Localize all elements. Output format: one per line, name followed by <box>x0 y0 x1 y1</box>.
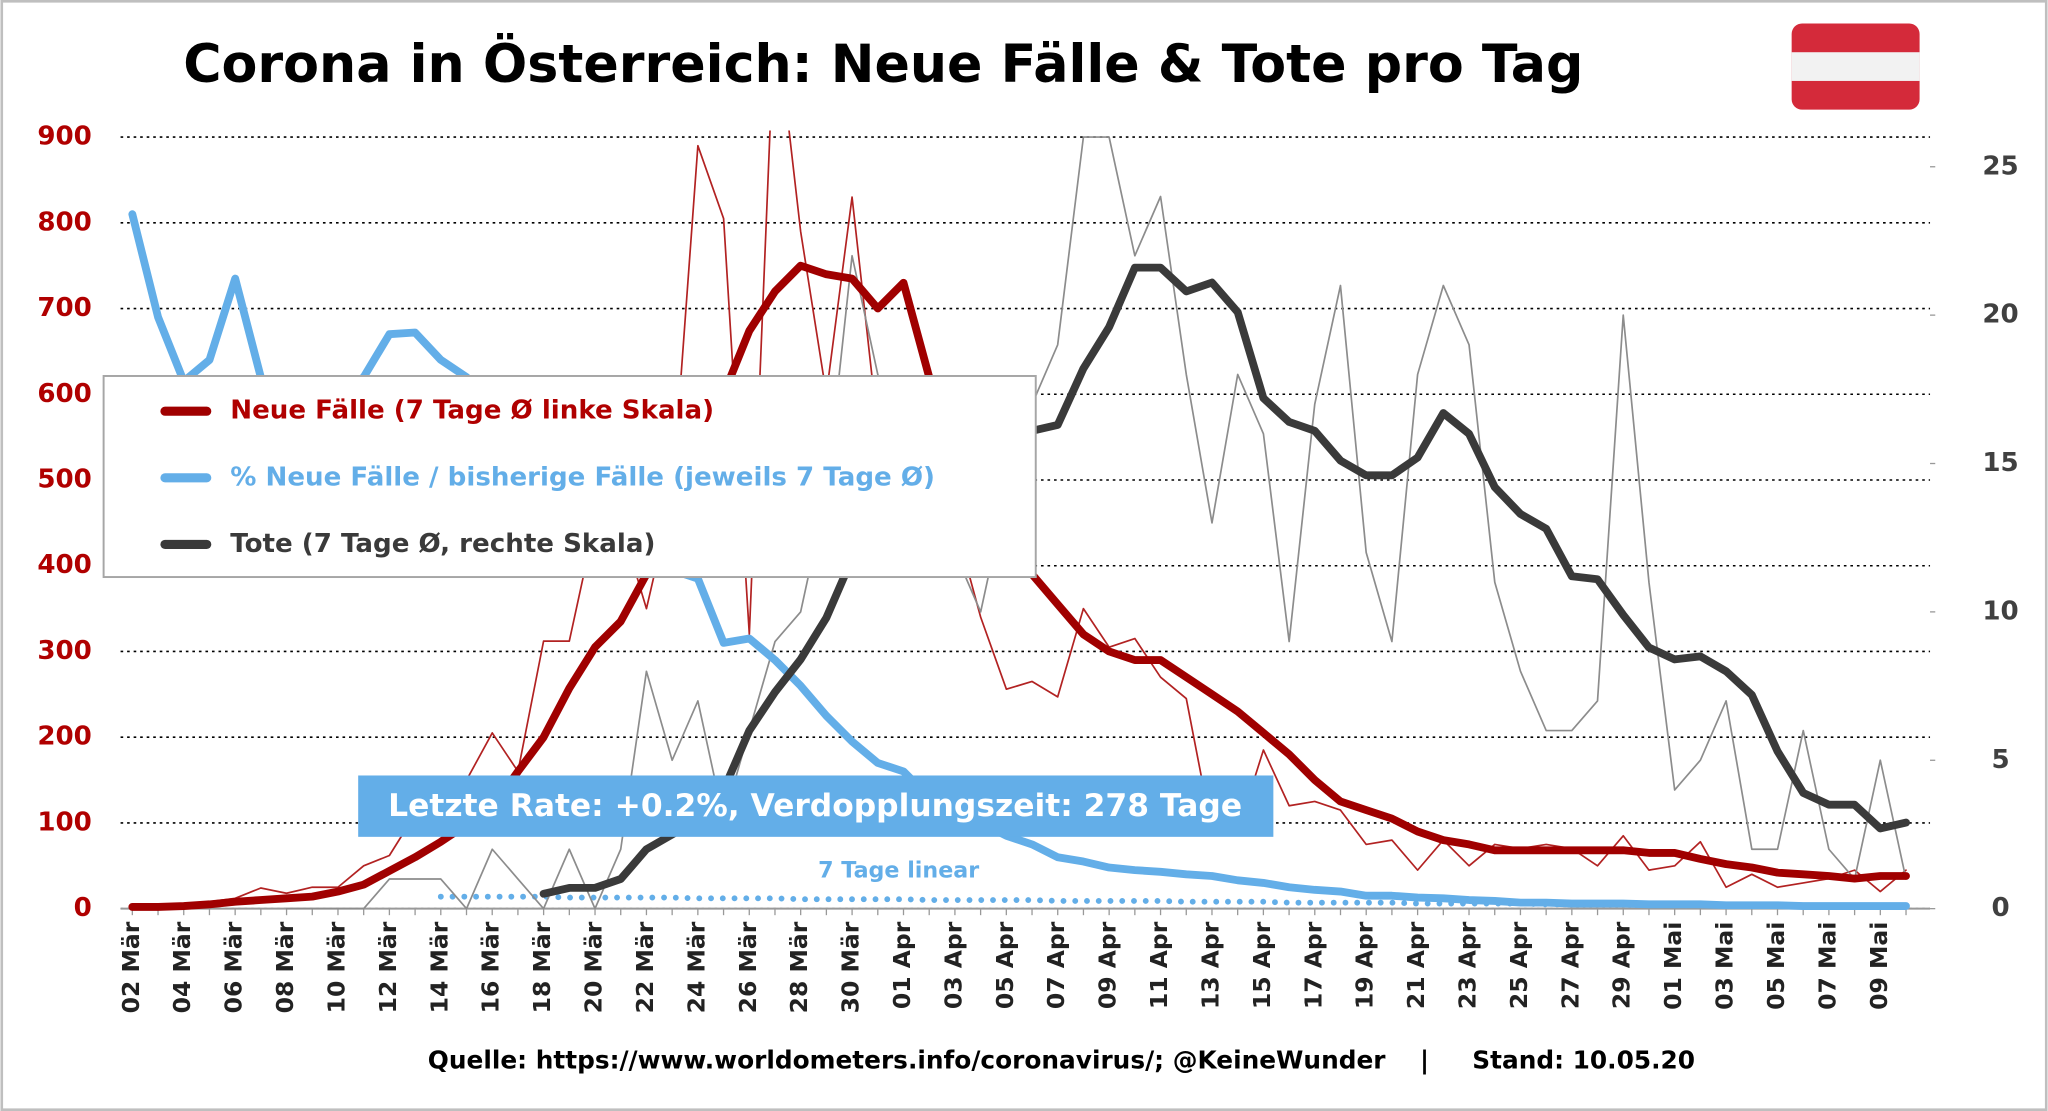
x-tick-label: 02 Mär <box>117 921 145 1013</box>
x-tick-label: 22 Mär <box>631 921 659 1013</box>
x-tick-label: 18 Mär <box>528 921 556 1013</box>
x-tick-label: 09 Mai <box>1865 922 1893 1010</box>
x-tick-label: 27 Apr <box>1556 921 1584 1009</box>
x-tick-label: 08 Mär <box>271 921 299 1013</box>
x-tick-label: 29 Apr <box>1608 921 1636 1009</box>
y-tick-label: 400 <box>37 550 92 580</box>
chart-title: Corona in Österreich: Neue Fälle & Tote … <box>183 33 1583 95</box>
x-tick-label: 09 Apr <box>1094 921 1122 1009</box>
y-tick-label: 0 <box>74 893 92 923</box>
y2-tick-label: 25 <box>1982 151 2018 181</box>
x-tick-label: 07 Mai <box>1813 922 1841 1010</box>
x-tick-label: 30 Mär <box>837 921 865 1013</box>
flag <box>1791 23 1920 110</box>
annotation: Letzte Rate: +0.2%, Verdopplungszeit: 27… <box>388 788 1242 824</box>
x-tick-label: 03 Mai <box>1711 922 1739 1010</box>
x-tick-label: 16 Mär <box>477 921 505 1013</box>
legend-label: Tote (7 Tage Ø, rechte Skala) <box>230 529 655 559</box>
y2-tick-label: 0 <box>1991 893 2009 923</box>
series-line <box>128 210 1910 910</box>
x-tick-label: 15 Apr <box>1248 921 1276 1009</box>
y2-tick-label: 20 <box>1982 300 2018 330</box>
x-tick-label: 05 Apr <box>991 921 1019 1009</box>
x-tick-label: 19 Apr <box>1351 921 1379 1009</box>
x-tick-label: 25 Apr <box>1505 921 1533 1009</box>
x-tick-label: 04 Mär <box>168 921 196 1013</box>
x-tick-label: 07 Apr <box>1042 921 1070 1009</box>
x-tick-label: 13 Apr <box>1196 921 1224 1009</box>
y-tick-label: 600 <box>37 379 92 409</box>
x-tick-label: 11 Apr <box>1145 921 1173 1009</box>
x-tick-label: 26 Mär <box>734 921 762 1013</box>
series-line <box>285 136 1907 910</box>
series-label: 7 Tage linear <box>818 857 979 883</box>
x-tick-label: 10 Mär <box>322 921 350 1013</box>
x-tick-label: 05 Mai <box>1762 922 1790 1010</box>
series-line <box>539 263 1910 898</box>
y2-tick-label: 15 <box>1982 448 2018 478</box>
x-tick-label: 28 Mär <box>785 921 813 1013</box>
y2-tick-label: 5 <box>1991 745 2009 775</box>
y-tick-label: 800 <box>37 207 92 237</box>
y-tick-label: 700 <box>37 293 92 323</box>
x-tick-label: 12 Mär <box>374 921 402 1013</box>
x-tick-label: 03 Apr <box>939 921 967 1009</box>
annotation-box: Letzte Rate: +0.2%, Verdopplungszeit: 27… <box>358 775 1274 837</box>
grid: 0 100 200 300 400 500 600 700 800 900 0 5 10 15 20 25 02… <box>37 122 2018 1014</box>
y2-tick-label: 10 <box>1982 596 2018 626</box>
x-tick-label: 01 Mai <box>1659 922 1687 1010</box>
x-tick-label: 14 Mär <box>425 921 453 1013</box>
y-tick-label: 500 <box>37 464 92 494</box>
x-tick-label: 01 Apr <box>888 921 916 1009</box>
y-tick-label: 200 <box>37 722 92 752</box>
y-tick-label: 900 <box>37 122 92 152</box>
x-tick-label: 17 Apr <box>1299 921 1327 1009</box>
legend-box <box>102 375 1037 579</box>
footer: Quelle: https://www.worldometers.info/co… <box>428 1045 1695 1074</box>
x-tick-label: 06 Mär <box>220 921 248 1013</box>
y-tick-label: 100 <box>37 807 92 837</box>
legend: Neue Fälle (7 Tage Ø linke Skala) % Neue … <box>102 375 1037 579</box>
x-tick-label: 20 Mär <box>580 921 608 1013</box>
x-tick-label: 23 Apr <box>1454 921 1482 1009</box>
legend-label: Neue Fälle (7 Tage Ø linke Skala) <box>230 396 714 426</box>
x-tick-label: 21 Apr <box>1402 921 1430 1009</box>
legend-label: % Neue Fälle / bisherige Fälle (jeweils … <box>230 462 935 492</box>
y-tick-label: 300 <box>37 636 92 666</box>
x-tick-label: 24 Mär <box>682 921 710 1013</box>
